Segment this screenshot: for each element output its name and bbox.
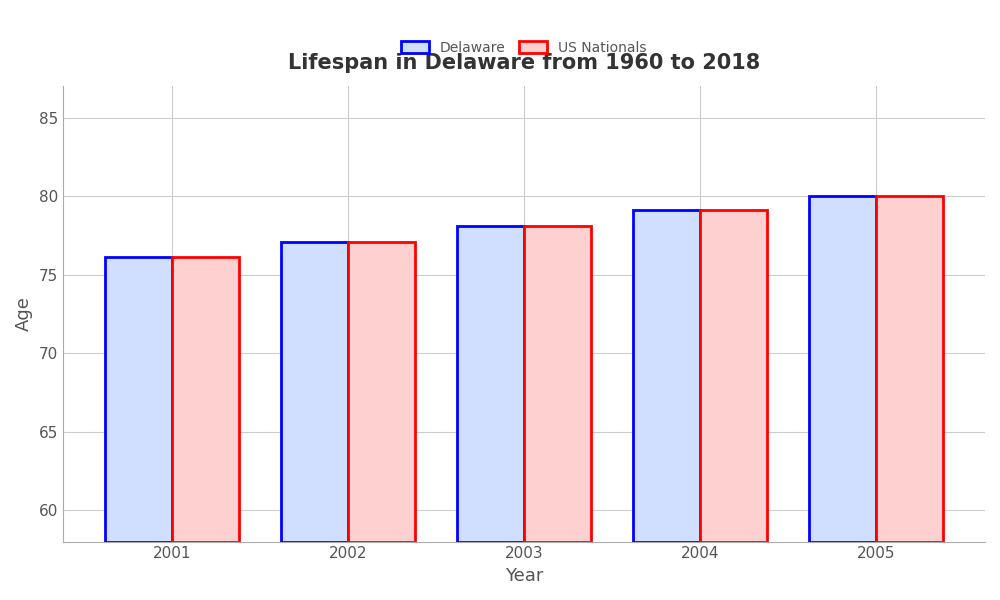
X-axis label: Year: Year [505,567,543,585]
Bar [348,242,415,542]
Legend: Delaware, US Nationals: Delaware, US Nationals [394,34,654,62]
Bar [281,242,348,542]
Bar [700,210,767,542]
Bar [105,257,172,542]
Bar [524,226,591,542]
Bar [809,196,876,542]
Y-axis label: Age: Age [15,296,33,331]
Bar [876,196,943,542]
Bar [457,226,524,542]
Bar [172,257,239,542]
Bar [633,210,700,542]
Title: Lifespan in Delaware from 1960 to 2018: Lifespan in Delaware from 1960 to 2018 [288,53,760,73]
